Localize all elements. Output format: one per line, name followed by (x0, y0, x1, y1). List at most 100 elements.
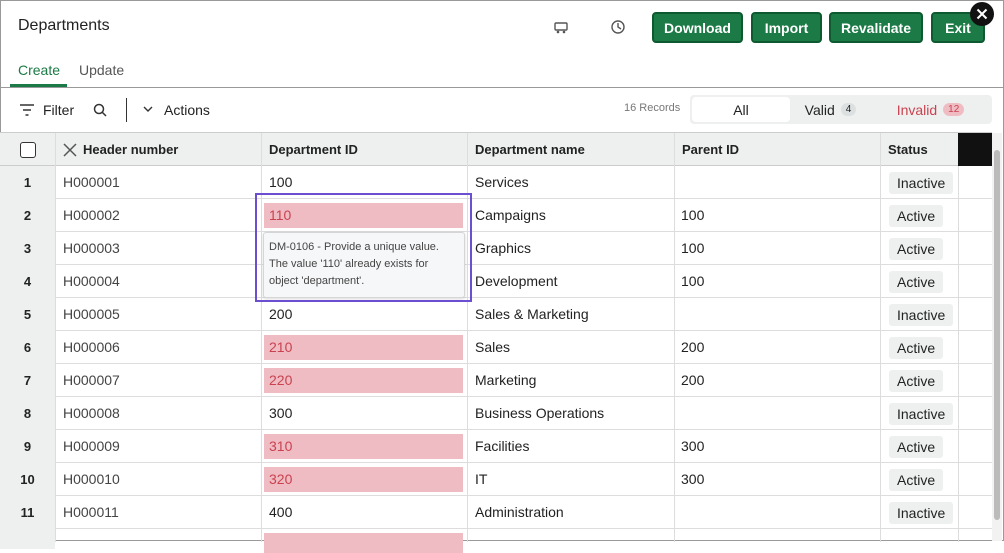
row-divider (0, 198, 992, 199)
status-badge: Active (889, 337, 944, 359)
invalid-highlight (264, 467, 463, 492)
column-divider (958, 133, 959, 542)
row-number: 9 (0, 430, 55, 463)
records-count: 16 Records (624, 102, 681, 114)
status-badge: Active (889, 436, 944, 458)
cell-department-id: 200 (269, 306, 293, 322)
column-settings[interactable] (958, 133, 992, 166)
cell-department-id: 220 (269, 372, 293, 388)
column-divider (880, 133, 881, 542)
segment-invalid[interactable]: Invalid 12 (871, 97, 990, 122)
row-divider (0, 297, 992, 298)
cell-department-id: 300 (269, 405, 293, 421)
cell-header-number: H000006 (63, 339, 120, 355)
row-divider (0, 231, 992, 232)
status-badge: Inactive (889, 502, 954, 524)
cell-department-name: Administration (475, 504, 564, 520)
status-badge: Active (889, 238, 944, 260)
tab-create[interactable]: Create (18, 62, 61, 78)
cell-department-name: Marketing (475, 372, 537, 388)
cell-parent-id: 100 (681, 273, 705, 289)
cell-header-number: H000003 (63, 240, 120, 256)
row-number: 1 (0, 166, 55, 199)
cell-header-number: H000002 (63, 207, 120, 223)
invalid-highlight (264, 335, 463, 360)
cell-header-number: H000010 (63, 471, 120, 487)
cell-department-id: 400 (269, 504, 293, 520)
row-number: 8 (0, 397, 55, 430)
row-number: 7 (0, 364, 55, 397)
status-badge: Active (889, 469, 944, 491)
column-header: Department ID (269, 142, 358, 157)
cell-header-number: H000001 (63, 174, 120, 190)
row-divider (0, 396, 992, 397)
cell-header-number: H000007 (63, 372, 120, 388)
column-divider (674, 133, 675, 542)
cell-department-name: Graphics (475, 240, 532, 256)
chevron-icon[interactable] (143, 105, 153, 113)
invalid-highlight (264, 368, 463, 393)
actions-label[interactable]: Actions (164, 102, 210, 118)
row-divider (0, 429, 992, 430)
download-button[interactable]: Download (652, 12, 743, 43)
cell-department-name: Sales (475, 339, 511, 355)
segment-label: All (733, 101, 749, 118)
row-number: 4 (0, 265, 55, 298)
cell-department-id: 320 (269, 471, 293, 487)
invalid-highlight (264, 203, 463, 228)
select-all-checkbox[interactable] (20, 142, 36, 158)
column-header: Header number (83, 142, 179, 157)
segment-valid[interactable]: Valid 4 (791, 97, 870, 122)
row-number: 2 (0, 199, 55, 232)
cell-department-name: Business Operations (475, 405, 605, 421)
segment-count: 12 (943, 103, 965, 116)
cell-header-number: H000011 (63, 504, 119, 520)
cell-parent-id: 300 (681, 471, 705, 487)
print-icon[interactable] (553, 19, 569, 35)
exit-button[interactable]: Exit (931, 12, 985, 43)
cell-header-number: H000004 (63, 273, 120, 289)
close-button[interactable] (969, 1, 995, 27)
status-badge: Inactive (889, 304, 954, 326)
invalid-highlight (264, 533, 463, 553)
status-badge: Inactive (889, 403, 954, 425)
filter-icon[interactable] (19, 103, 35, 117)
error-tooltip: DM-0106 - Provide a unique value. The val… (263, 232, 465, 298)
segment-all[interactable]: All (692, 97, 790, 122)
row-divider (0, 363, 992, 364)
segment-count: 4 (840, 103, 857, 116)
column-header: Department name (475, 142, 585, 157)
invalid-highlight (264, 434, 463, 459)
cell-department-name: IT (475, 471, 488, 487)
segment-label: Invalid (896, 101, 938, 118)
tooltip-line: object 'department'. (269, 275, 365, 287)
status-badge: Inactive (889, 172, 954, 194)
column-divider (467, 133, 468, 542)
row-divider (0, 264, 992, 265)
cell-header-number: H000008 (63, 405, 120, 421)
import-button[interactable]: Import (751, 12, 822, 43)
tab-update[interactable]: Update (79, 62, 125, 78)
row-divider (0, 330, 992, 331)
row-number: 3 (0, 232, 55, 265)
status-badge: Active (889, 370, 944, 392)
column-header: Status (888, 142, 928, 157)
row-number: 11 (0, 496, 55, 529)
row-number: 5 (0, 298, 55, 331)
cell-department-name: Development (475, 273, 558, 289)
history-icon[interactable] (610, 19, 626, 35)
cell-department-name: Services (475, 174, 529, 190)
search-icon[interactable] (92, 102, 108, 118)
column-divider (55, 133, 56, 542)
cell-department-name: Sales & Marketing (475, 306, 589, 322)
tooltip-line: The value '110' already exists for (269, 258, 429, 270)
filter-label[interactable]: Filter (43, 102, 75, 118)
row-number: 6 (0, 331, 55, 364)
scrollbar-thumb[interactable] (994, 150, 1000, 520)
revalidate-button[interactable]: Revalidate (829, 12, 923, 43)
divider (0, 87, 1004, 88)
focus-outline (255, 193, 472, 302)
tools-icon (63, 143, 77, 157)
row-divider (0, 495, 992, 496)
status-badge: Active (889, 205, 944, 227)
